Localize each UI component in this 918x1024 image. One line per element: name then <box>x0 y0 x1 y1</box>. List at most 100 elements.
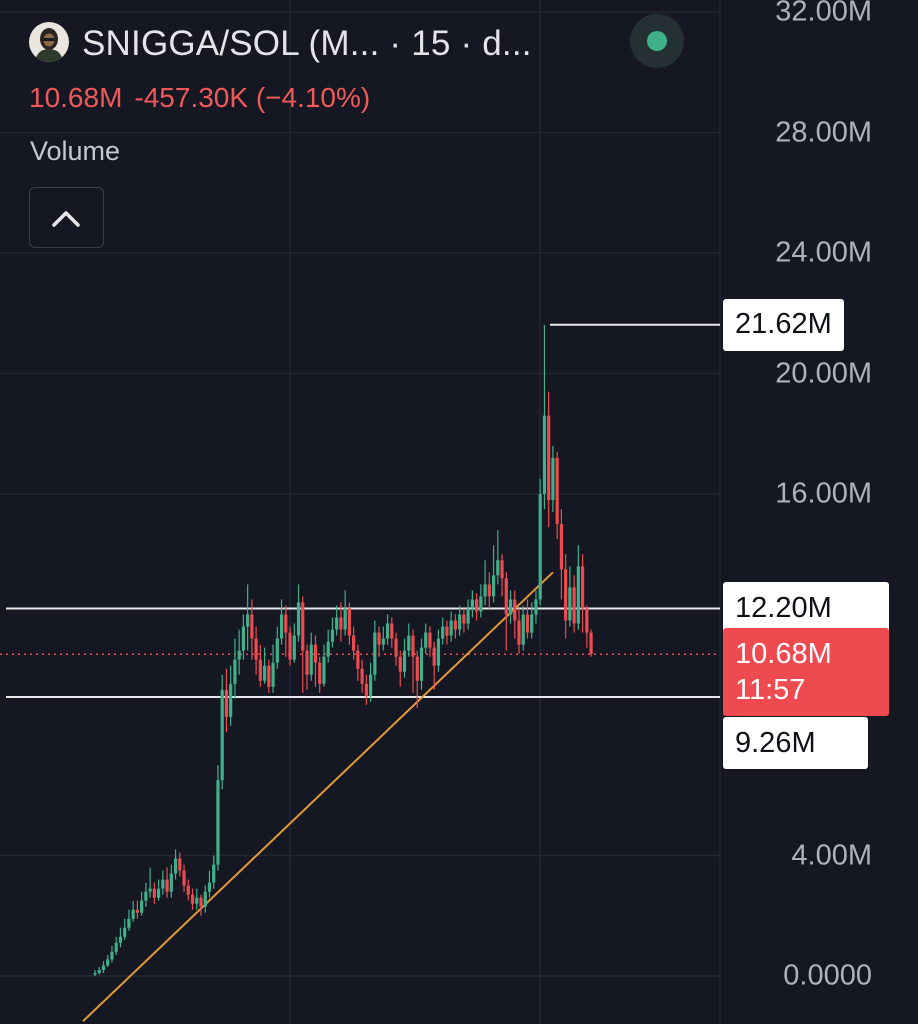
candle-countdown: 11:57 <box>735 674 806 707</box>
candle-body-97 <box>504 578 508 615</box>
candle-body-23 <box>190 894 195 904</box>
candle-body-61 <box>352 635 356 651</box>
candle-body-17 <box>165 879 169 892</box>
candle-body-51 <box>309 644 313 675</box>
candle-body-11 <box>140 900 144 913</box>
candle-body-21 <box>182 870 186 886</box>
candle-body-45 <box>284 614 288 633</box>
candle-body-57 <box>335 617 339 630</box>
candle-body-65 <box>369 674 373 696</box>
candle-body-47 <box>292 635 296 660</box>
candle-body-95 <box>496 560 500 576</box>
live-status-icon <box>647 31 667 51</box>
candle-body-84 <box>449 620 453 636</box>
candle-body-101 <box>521 614 525 645</box>
candle-body-67 <box>377 632 381 645</box>
candle-body-79 <box>428 632 432 648</box>
candle-body-14 <box>152 888 156 898</box>
candle-body-42 <box>271 662 275 687</box>
chevron-up-icon <box>52 211 80 227</box>
y-tick-label: 24.00M <box>775 236 872 269</box>
candle-body-16 <box>161 879 165 889</box>
candle-body-114 <box>576 566 580 624</box>
candle-body-10 <box>135 909 139 913</box>
candle-body-91 <box>479 596 483 612</box>
candle-body-74 <box>407 635 411 651</box>
candle-body-39 <box>258 659 262 681</box>
candle-body-43 <box>275 638 279 663</box>
collapse-indicators-button[interactable] <box>29 187 104 248</box>
price-summary: 10.68M -457.30K (−4.10%) <box>29 82 370 114</box>
candle-body-49 <box>301 602 305 651</box>
candle-body-89 <box>470 599 474 609</box>
candle-body-6 <box>118 936 123 943</box>
level-tag[interactable]: 12.20M <box>723 582 889 635</box>
candle-body-20 <box>178 858 182 871</box>
candle-body-92 <box>483 584 487 597</box>
y-tick-label: 16.00M <box>775 477 872 510</box>
candle-body-80 <box>432 647 436 666</box>
candle-body-113 <box>572 587 576 624</box>
candle-body-59 <box>343 608 347 630</box>
level-tag[interactable]: 9.26M <box>723 717 868 770</box>
candle-body-58 <box>339 617 343 630</box>
candle-body-104 <box>534 599 538 615</box>
candle-body-116 <box>585 608 589 633</box>
candle-body-78 <box>424 632 428 648</box>
candle-body-50 <box>305 650 309 675</box>
candle-body-85 <box>453 620 457 630</box>
candle-body-102 <box>525 614 530 633</box>
current-price-value: 10.68M <box>735 638 832 671</box>
candle-body-1 <box>97 969 101 973</box>
candle-body-105 <box>538 494 542 600</box>
candle-body-5 <box>114 942 118 952</box>
candle-body-63 <box>360 668 364 684</box>
pair-title[interactable]: SNIGGA/SOL (M... · 15 · d... <box>82 24 532 63</box>
trendline <box>82 571 554 1022</box>
candle-body-62 <box>356 650 360 669</box>
level-tag[interactable]: 21.62M <box>723 298 844 351</box>
candle-body-83 <box>445 626 449 636</box>
candle-body-32 <box>229 683 233 717</box>
candle-body-115 <box>581 566 585 609</box>
candle-body-72 <box>398 656 402 672</box>
candle-body-66 <box>373 632 377 675</box>
candle-body-28 <box>212 864 216 883</box>
candle-body-82 <box>441 626 445 639</box>
avatar-icon[interactable] <box>29 22 69 62</box>
candle-body-103 <box>530 614 534 633</box>
candle-body-9 <box>131 909 135 919</box>
candle-body-110 <box>559 524 563 570</box>
candle-body-41 <box>267 665 271 687</box>
candle-body-54 <box>322 656 326 684</box>
y-tick-label: 32.00M <box>775 0 872 28</box>
candle-body-37 <box>250 614 254 639</box>
candle-body-40 <box>263 665 267 681</box>
candle-body-25 <box>199 897 203 907</box>
candle-body-70 <box>390 623 394 639</box>
candle-body-117 <box>589 632 593 655</box>
candle-body-64 <box>364 683 368 696</box>
volume-indicator-label[interactable]: Volume <box>30 136 121 166</box>
candle-body-96 <box>500 560 504 579</box>
candle-body-55 <box>326 641 330 657</box>
candle-body-98 <box>508 599 513 615</box>
candle-body-0 <box>93 972 97 975</box>
current-price-tag[interactable]: 10.68M 11:57 <box>723 628 889 717</box>
candle-body-27 <box>207 882 212 892</box>
candle-body-60 <box>347 608 351 636</box>
candle-body-106 <box>542 415 547 494</box>
candle-body-56 <box>330 629 335 642</box>
candle-body-109 <box>555 457 559 525</box>
price-change: -457.30K (−4.10%) <box>134 82 371 113</box>
candle-body-48 <box>296 602 301 636</box>
candle-body-94 <box>491 575 496 597</box>
last-price: 10.68M <box>29 82 123 113</box>
candle-body-71 <box>394 638 398 657</box>
candle-body-12 <box>144 891 148 901</box>
candle-body-46 <box>288 632 292 660</box>
candle-body-52 <box>313 644 318 663</box>
candle-body-2 <box>101 965 106 970</box>
candle-body-86 <box>458 614 462 630</box>
